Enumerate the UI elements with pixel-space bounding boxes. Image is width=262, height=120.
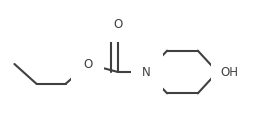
Text: O: O xyxy=(83,57,92,70)
Text: O: O xyxy=(113,18,123,30)
Text: N: N xyxy=(142,66,151,78)
Text: OH: OH xyxy=(220,66,238,78)
